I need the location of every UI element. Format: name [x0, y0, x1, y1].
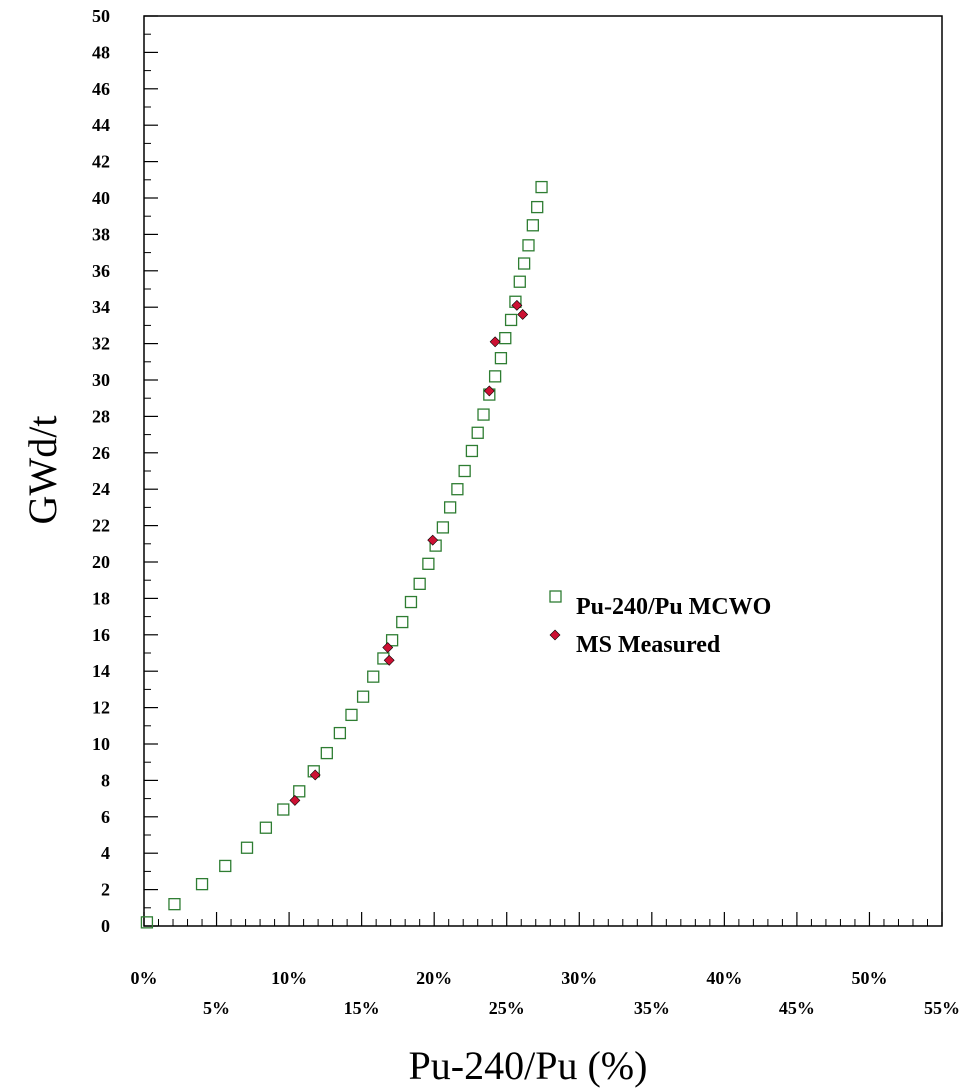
- x-tick-label: 45%: [779, 998, 815, 1018]
- y-tick-label: 10: [92, 734, 110, 754]
- mcwo-point: [513, 275, 526, 288]
- series-ms-measured: [289, 299, 529, 806]
- y-tick-label: 6: [101, 807, 110, 827]
- y-tick-label: 4: [101, 843, 110, 863]
- y-tick-label: 0: [101, 916, 110, 936]
- mcwo-point: [451, 483, 464, 496]
- y-tick-label: 36: [92, 261, 110, 281]
- y-tick-label: 44: [92, 115, 110, 135]
- mcwo-point: [422, 557, 435, 570]
- mcwo-point: [522, 239, 535, 252]
- y-tick-label: 20: [92, 552, 110, 572]
- y-tick-label: 32: [92, 334, 110, 354]
- y-tick-label: 38: [92, 224, 110, 244]
- ms-measured-point: [517, 309, 529, 320]
- ms-measured-point: [511, 299, 523, 311]
- y-tick-label: 2: [101, 880, 110, 900]
- x-axis-title: Pu-240/Pu (%): [409, 1043, 648, 1088]
- ms-measured-point: [383, 654, 395, 666]
- x-tick-label: 55%: [924, 998, 960, 1018]
- y-tick-label: 14: [92, 661, 110, 681]
- series-pu240-mcwo: [140, 180, 548, 929]
- ms-measured-point: [309, 769, 321, 781]
- mcwo-point: [333, 726, 347, 740]
- y-tick-label: 24: [92, 479, 110, 499]
- y-tick-label: 42: [92, 152, 110, 172]
- ms-measured-point: [483, 385, 495, 397]
- mcwo-point: [277, 803, 290, 816]
- mcwo-point: [168, 898, 181, 911]
- ms-measured-point: [427, 534, 439, 546]
- x-tick-label: 30%: [561, 968, 597, 988]
- legend: Pu-240/Pu MCWO MS Measured: [549, 590, 771, 658]
- legend-label-ms: MS Measured: [576, 632, 721, 658]
- mcwo-point: [320, 746, 333, 760]
- mcwo-point: [219, 859, 232, 873]
- mcwo-point: [488, 370, 502, 383]
- mcwo-point: [443, 501, 457, 514]
- y-tick-label: 48: [92, 42, 110, 62]
- mcwo-point: [465, 444, 479, 458]
- mcwo-point: [471, 426, 484, 439]
- mcwo-point: [494, 352, 508, 365]
- mcwo-point: [356, 690, 370, 703]
- y-tick-label: 18: [92, 588, 110, 608]
- mcwo-point: [240, 841, 254, 854]
- y-tick-label: 30: [92, 370, 110, 390]
- y-tick-label: 28: [92, 406, 110, 426]
- ms-measured-point: [382, 642, 394, 653]
- mcwo-point: [535, 180, 548, 194]
- mcwo-point: [259, 821, 273, 834]
- mcwo-point: [526, 219, 539, 232]
- y-tick-label: 22: [92, 516, 110, 536]
- mcwo-point: [195, 877, 209, 891]
- x-tick-label: 15%: [344, 998, 380, 1018]
- x-tick-label: 40%: [706, 968, 742, 988]
- x-tick-label: 5%: [203, 998, 230, 1018]
- ms-measured-point: [489, 336, 501, 348]
- y-tick-label: 8: [101, 770, 110, 790]
- mcwo-point: [293, 785, 306, 798]
- y-tick-label: 34: [92, 297, 110, 317]
- x-tick-label: 20%: [416, 968, 452, 988]
- mcwo-point: [396, 615, 409, 629]
- x-tick-label: 0%: [131, 968, 158, 988]
- y-tick-label: 46: [92, 79, 110, 99]
- x-tick-label: 10%: [271, 968, 307, 988]
- mcwo-point: [345, 708, 358, 722]
- y-tick-label: 50: [92, 6, 110, 26]
- mcwo-point: [458, 464, 471, 478]
- mcwo-point: [499, 331, 512, 345]
- mcwo-point: [367, 670, 380, 683]
- legend-marker-mcwo: [549, 590, 562, 603]
- mcwo-point: [436, 521, 450, 534]
- x-tick-label: 50%: [851, 968, 887, 988]
- y-tick-label: 40: [92, 188, 110, 208]
- plot-area: [143, 15, 943, 927]
- x-axis-ticks: 0% 5% 10% 15% 20% 25% 30% 35% 40% 45% 50% 55%: [131, 912, 960, 1018]
- y-axis-title: GWd/t: [20, 416, 65, 525]
- ms-measured-point: [289, 794, 301, 806]
- mcwo-point: [504, 313, 518, 327]
- mcwo-point: [531, 200, 544, 214]
- legend-marker-ms: [549, 629, 561, 641]
- mcwo-point: [404, 595, 418, 609]
- mcwo-point: [517, 257, 531, 270]
- y-axis-ticks: 0246810121416182022242628303234363840424…: [92, 6, 158, 936]
- x-tick-label: 25%: [489, 998, 525, 1018]
- mcwo-point: [413, 577, 426, 590]
- legend-label-mcwo: Pu-240/Pu MCWO: [576, 594, 771, 620]
- mcwo-point: [385, 634, 399, 647]
- x-tick-label: 35%: [634, 998, 670, 1018]
- y-tick-label: 16: [92, 625, 110, 645]
- mcwo-point: [477, 408, 490, 421]
- y-tick-label: 26: [92, 443, 110, 463]
- y-tick-label: 12: [92, 698, 110, 718]
- mcwo-point: [140, 916, 154, 929]
